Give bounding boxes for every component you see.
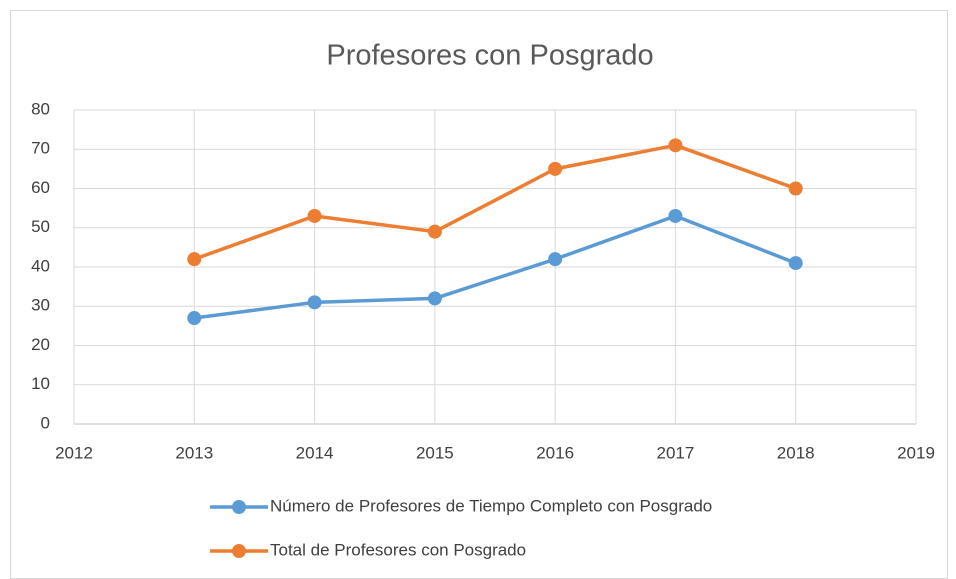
x-tick-label: 2019 bbox=[897, 443, 935, 462]
x-tick-label: 2016 bbox=[536, 443, 574, 462]
chart-border bbox=[10, 10, 948, 579]
x-tick-label: 2017 bbox=[657, 443, 695, 462]
x-tick-label: 2013 bbox=[175, 443, 213, 462]
data-point bbox=[788, 181, 803, 196]
y-tick-label: 70 bbox=[31, 139, 50, 158]
y-tick-label: 80 bbox=[31, 99, 50, 118]
data-point bbox=[427, 291, 442, 306]
legend-marker bbox=[232, 544, 246, 558]
y-tick-label: 20 bbox=[31, 335, 50, 354]
y-tick-label: 50 bbox=[31, 217, 50, 236]
series-line bbox=[193, 143, 797, 261]
data-point bbox=[307, 208, 322, 223]
legend-marker bbox=[232, 500, 246, 514]
legend-label: Número de Profesores de Tiempo Completo … bbox=[270, 496, 712, 515]
y-tick-label: 0 bbox=[41, 413, 50, 432]
data-point bbox=[187, 252, 202, 267]
y-tick-label: 30 bbox=[31, 296, 50, 315]
data-point bbox=[427, 224, 442, 239]
y-tick-label: 40 bbox=[31, 256, 50, 275]
chart-title: Profesores con Posgrado bbox=[326, 40, 653, 72]
x-tick-label: 2012 bbox=[55, 443, 93, 462]
x-tick-label: 2015 bbox=[416, 443, 454, 462]
x-tick-label: 2014 bbox=[296, 443, 334, 462]
x-tick-label: 2018 bbox=[777, 443, 815, 462]
series-line bbox=[194, 214, 797, 320]
y-tick-label: 10 bbox=[31, 374, 50, 393]
y-tick-label: 60 bbox=[31, 178, 50, 197]
data-point bbox=[668, 138, 683, 153]
data-point bbox=[668, 208, 683, 223]
legend-label: Total de Profesores con Posgrado bbox=[270, 540, 526, 559]
data-point bbox=[307, 295, 322, 310]
data-point bbox=[548, 252, 563, 267]
data-point bbox=[548, 161, 563, 176]
data-point bbox=[187, 311, 202, 326]
data-point bbox=[788, 256, 803, 271]
